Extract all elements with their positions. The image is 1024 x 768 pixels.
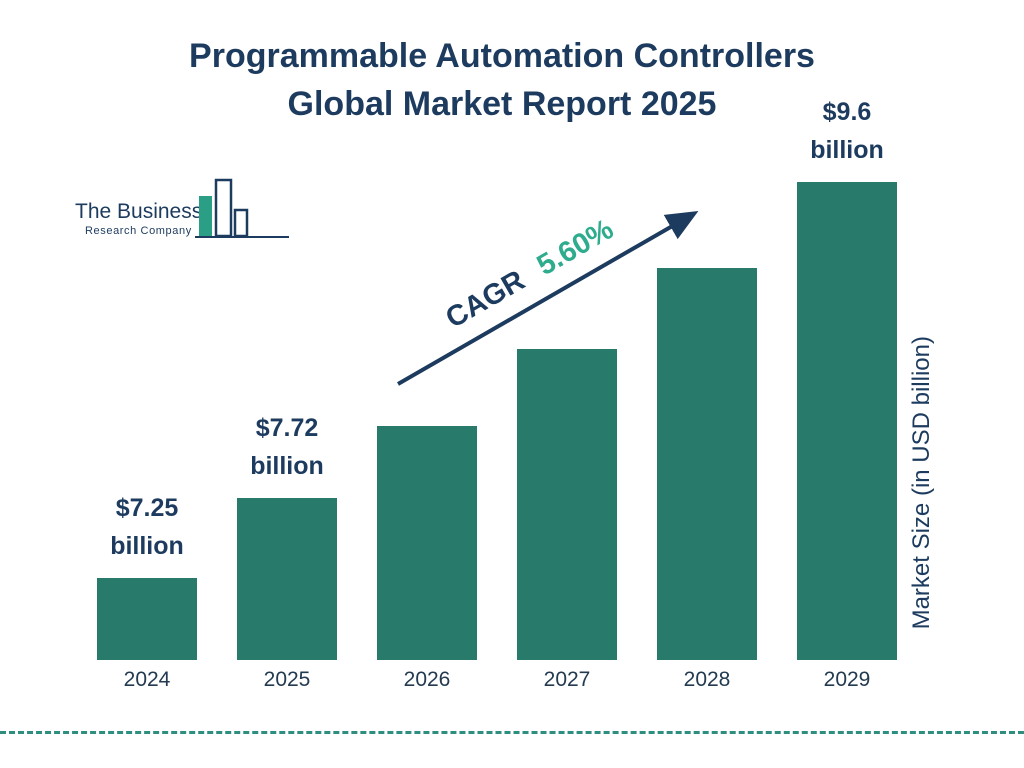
x-axis-label-2028: 2028 — [683, 668, 731, 691]
page-title: Programmable Automation Controllers Glob… — [0, 32, 1004, 129]
x-axis-label-2024: 2024 — [123, 668, 171, 691]
x-axis-label-2025: 2025 — [263, 668, 311, 691]
logo-barchart-icon — [195, 178, 289, 238]
bar-column-2026 — [377, 426, 477, 660]
logo-company-name: The Business — [75, 200, 203, 223]
x-axis-label-2027: 2027 — [543, 668, 591, 691]
bar-2027 — [517, 349, 617, 660]
bar-2025 — [237, 498, 337, 660]
bottom-dashed-divider — [0, 731, 1024, 734]
bar-column-2025: $7.72 billion — [237, 409, 337, 660]
bar-chart: $7.25 billion $7.72 billion $9.6 billion — [97, 93, 897, 660]
company-logo: The Business Research Company — [75, 178, 290, 246]
bar-column-2027 — [517, 349, 617, 660]
bar-value-label: $7.72 billion — [250, 413, 324, 481]
page-title-line2: Global Market Report 2025 — [287, 85, 717, 124]
page-title-line1: Programmable Automation Controllers — [189, 37, 815, 75]
logo-company-subname: Research Company — [85, 225, 192, 237]
y-axis-title: Market Size (in USD billion) — [908, 336, 935, 630]
x-axis-label-2029: 2029 — [823, 668, 871, 691]
bar-column-2028 — [657, 268, 757, 660]
bar-value-label: $7.25 billion — [110, 493, 184, 561]
bar-column-2029: $9.6 billion — [797, 93, 897, 660]
bar-column-2024: $7.25 billion — [97, 489, 197, 660]
bar-2024 — [97, 578, 197, 660]
bar-2028 — [657, 268, 757, 660]
x-axis: 2024 2025 2026 2027 2028 2029 — [97, 668, 897, 692]
x-axis-label-2026: 2026 — [403, 668, 451, 691]
bar-value-label: $9.6 billion — [810, 97, 884, 165]
bar-2026 — [377, 426, 477, 660]
bar-2029 — [797, 182, 897, 660]
